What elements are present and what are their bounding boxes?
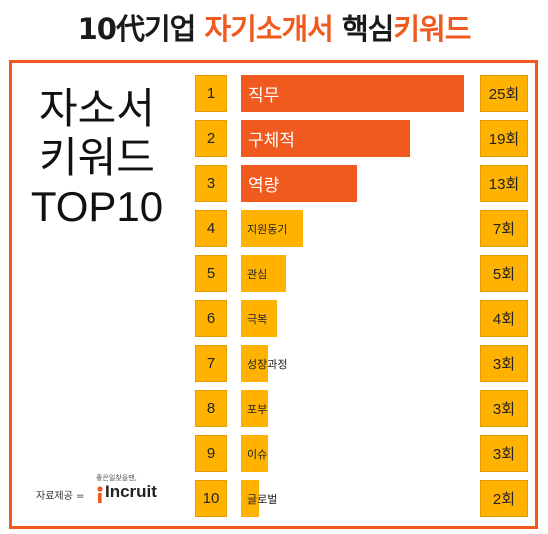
value-label: 19회 [480, 120, 528, 157]
value-label: 25회 [480, 75, 528, 112]
category-label: 포부 [247, 402, 268, 416]
rank-label: 2 [195, 120, 227, 157]
source-credit: 자료제공 = 좋은일찾을땐, Incruit [36, 470, 176, 510]
bar: 지원동기 [241, 210, 303, 247]
category-label: 역량 [248, 176, 280, 196]
side-title-line-2: 키워드 [39, 134, 155, 181]
bar: 역량 [241, 165, 357, 202]
category-label: 이슈 [247, 447, 268, 461]
rank-label: 8 [195, 390, 227, 427]
chart-title: 10代기업 자기소개서 핵심키워드 [0, 4, 548, 54]
side-title-line-1: 자소서 [39, 85, 155, 132]
title-part-2: 자기소개서 [204, 12, 333, 46]
title-part-3: 핵심 [332, 12, 394, 46]
rank-label: 10 [195, 480, 227, 517]
bar: 이슈 [241, 435, 268, 472]
source-label: 자료제공 = [36, 491, 85, 502]
rank-label: 7 [195, 345, 227, 382]
bar: 포부 [241, 390, 268, 427]
category-label: 지원동기 [247, 222, 288, 236]
value-label: 3회 [480, 435, 528, 472]
rank-label: 6 [195, 300, 227, 337]
category-label: 관심 [247, 267, 268, 281]
bar: 성장과정 [241, 345, 287, 382]
logo-wordmark: Incruit [105, 482, 157, 501]
value-label: 2회 [480, 480, 528, 517]
value-label: 3회 [480, 345, 528, 382]
title-part-4: 키워드 [393, 12, 471, 46]
category-label: 직무 [248, 86, 280, 106]
bar: 글로벌 [241, 480, 277, 517]
value-label: 4회 [480, 300, 528, 337]
rank-label: 1 [195, 75, 227, 112]
value-label: 3회 [480, 390, 528, 427]
logo-tagline: 좋은일찾을땐, [96, 474, 137, 482]
bar: 극복 [241, 300, 277, 337]
value-label: 7회 [480, 210, 528, 247]
bar: 직무 [241, 75, 464, 112]
rank-label: 9 [195, 435, 227, 472]
rank-label: 5 [195, 255, 227, 292]
category-label: 글로벌 [247, 492, 278, 506]
bar: 관심 [241, 255, 286, 292]
value-label: 5회 [480, 255, 528, 292]
value-label: 13회 [480, 165, 528, 202]
incruit-logo-icon [97, 486, 103, 503]
rank-label: 3 [195, 165, 227, 202]
rank-label: 4 [195, 210, 227, 247]
bar: 구체적 [241, 120, 410, 157]
side-title: 자소서 키워드 TOP10 [12, 84, 182, 231]
side-title-line-3: TOP10 [30, 183, 164, 230]
title-part-1: 10代기업 [77, 12, 205, 46]
category-label: 구체적 [248, 131, 295, 151]
category-label: 극복 [247, 312, 268, 326]
category-label: 성장과정 [247, 357, 288, 371]
